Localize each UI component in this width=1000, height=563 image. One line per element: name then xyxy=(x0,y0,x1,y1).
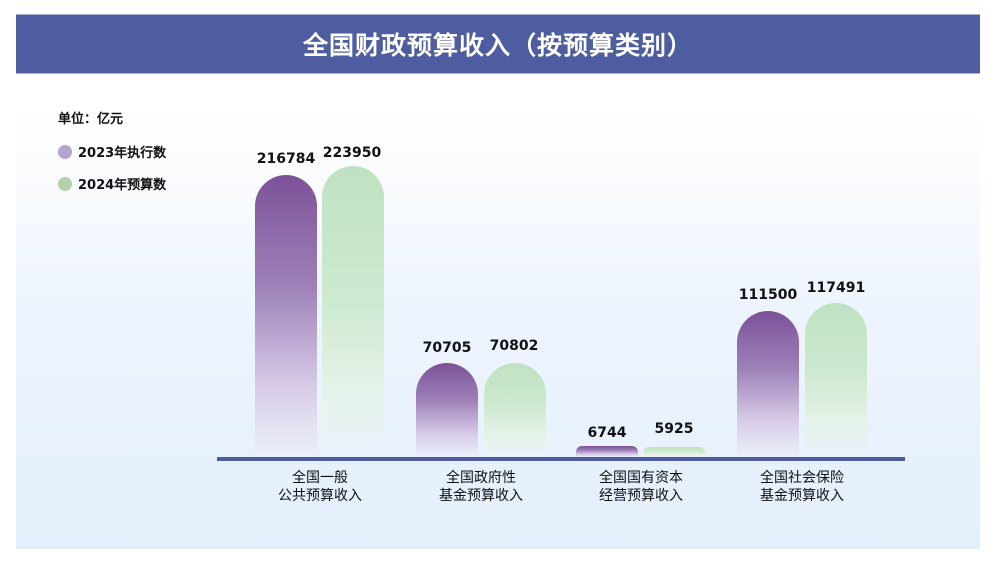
legend-swatch-2024-icon xyxy=(58,176,72,191)
bar-2024-general-public xyxy=(322,166,384,457)
category-label-gov-fund: 全国政府性 基金预算收入 xyxy=(439,470,523,504)
bar-2024-gov-fund xyxy=(484,363,546,457)
value-label-2023-general-public: 216784 xyxy=(256,151,316,167)
value-label-2024-state-capital: 5925 xyxy=(654,421,694,437)
x-axis-line xyxy=(217,457,905,461)
legend-item-2023: 2023年执行数 xyxy=(58,141,166,161)
title-bar: 全国财政预算收入（按预算类别） xyxy=(16,14,980,74)
legend-label-2023: 2023年执行数 xyxy=(78,146,167,161)
category-label-state-capital: 全国国有资本 经营预算收入 xyxy=(599,470,683,504)
value-label-2024-gov-fund: 70802 xyxy=(489,338,539,354)
category-label-social-insurance: 全国社会保险 基金预算收入 xyxy=(760,470,844,504)
legend-swatch-2023-icon xyxy=(58,144,72,159)
category-label-general-public: 全国一般 公共预算收入 xyxy=(278,470,362,504)
value-label-2023-social-insurance: 111500 xyxy=(738,287,798,303)
bar-2024-social-insurance xyxy=(805,303,867,457)
bar-2023-social-insurance xyxy=(737,311,799,457)
unit-label: 单位：亿元 xyxy=(58,112,124,127)
value-label-2023-state-capital: 6744 xyxy=(587,425,627,441)
value-label-2024-social-insurance: 117491 xyxy=(806,280,866,296)
chart-title: 全国财政预算收入（按预算类别） xyxy=(302,31,693,60)
bar-2024-state-capital xyxy=(643,447,705,457)
legend-item-2024: 2024年预算数 xyxy=(58,173,166,193)
legend-label-2024: 2024年预算数 xyxy=(78,178,167,193)
value-label-2024-general-public: 223950 xyxy=(322,145,382,161)
bar-2023-state-capital xyxy=(576,446,638,457)
bar-2023-general-public xyxy=(255,175,317,457)
value-label-2023-gov-fund: 70705 xyxy=(422,340,472,356)
bar-2023-gov-fund xyxy=(416,363,478,457)
